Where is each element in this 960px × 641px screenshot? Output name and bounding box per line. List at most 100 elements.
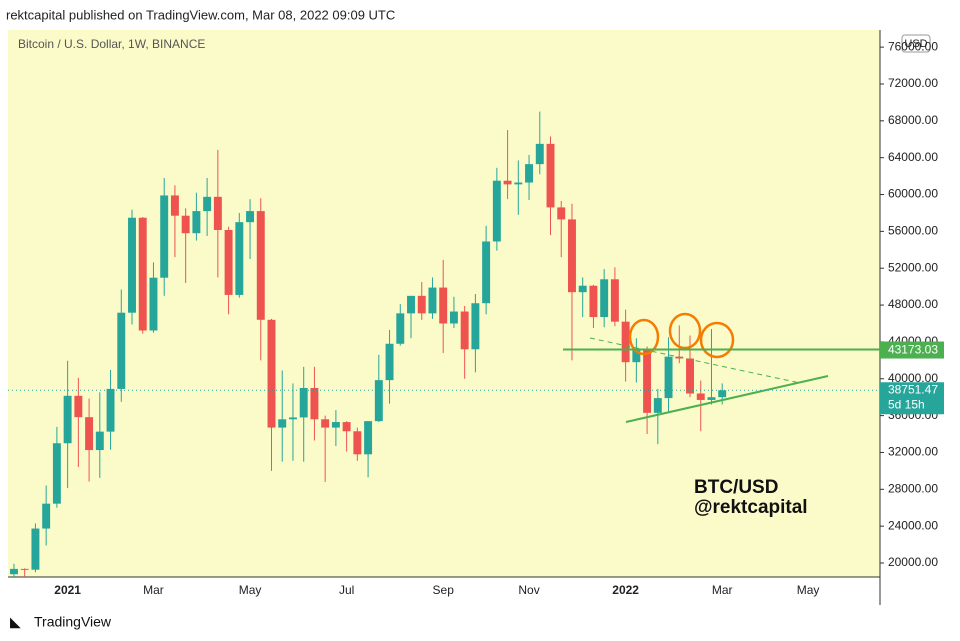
candle-body [567, 219, 576, 293]
candle-body [288, 417, 297, 420]
candle-body [407, 295, 415, 314]
axis-background [880, 30, 960, 577]
candle-body [449, 311, 458, 324]
y-tick-label: 52000.00 [888, 260, 938, 274]
candle-body [653, 398, 662, 413]
y-tick-label: 72000.00 [888, 76, 938, 90]
y-tick-label: 68000.00 [888, 113, 938, 127]
price-line-label: 43173.03 [888, 343, 938, 357]
candle-body [9, 568, 18, 575]
candle-body [192, 211, 201, 234]
highlight-circle [699, 321, 735, 359]
candles [9, 111, 727, 577]
candle-body [492, 180, 501, 242]
y-tick-label: 60000.00 [888, 187, 938, 201]
candle-body [482, 241, 491, 304]
candle-body [353, 431, 362, 455]
candle-body [117, 312, 126, 389]
candle-body [63, 395, 72, 444]
candle-body [471, 303, 480, 350]
footer[interactable]: TradingView [34, 614, 112, 630]
x-tick-label: 2021 [54, 583, 81, 597]
y-tick-label: 64000.00 [888, 150, 938, 164]
candle-body [256, 211, 265, 320]
candle-body [643, 350, 652, 413]
x-tick-label: Jul [339, 583, 354, 597]
annotation: @rektcapital [694, 497, 808, 518]
candle-body [385, 343, 394, 381]
candle-body [299, 387, 308, 418]
candle-body [74, 395, 83, 418]
candle-body [170, 195, 179, 216]
candle-body [310, 387, 319, 420]
candle-body [503, 180, 512, 185]
logo-mark: ◣ [10, 614, 21, 630]
candle-body [106, 388, 115, 432]
candle-body [439, 287, 448, 324]
candle-body [428, 287, 437, 314]
candle-body [203, 196, 212, 212]
candle-body [246, 211, 255, 223]
candle-body [278, 419, 287, 428]
candle-body [160, 195, 169, 278]
annotation: BTC/USD [694, 477, 778, 498]
x-tick-label: Sep [433, 583, 455, 597]
last-price-label: 38751.47 [888, 382, 938, 396]
candle-body [578, 285, 587, 293]
candle-body [417, 295, 426, 314]
candle-body [621, 321, 630, 363]
candle-body [342, 422, 351, 432]
y-tick-label: 20000.00 [888, 555, 938, 569]
y-tick-label: 56000.00 [888, 224, 938, 238]
currency: USD [904, 38, 927, 50]
highlight-circle [628, 318, 660, 356]
candle-body [686, 358, 694, 394]
candle-body [696, 393, 705, 400]
candle-body [707, 397, 716, 400]
candle-body [149, 277, 158, 331]
candle-body [525, 164, 534, 183]
y-tick-label: 28000.00 [888, 481, 938, 495]
candle-body [128, 217, 136, 313]
candle-body [213, 196, 222, 230]
candle-body [85, 417, 94, 451]
y-tick-label: 32000.00 [888, 445, 938, 459]
candle-body [589, 285, 598, 318]
candle-body [557, 207, 566, 220]
candle-body [31, 528, 40, 570]
candle-body [52, 443, 61, 504]
candle-body [42, 503, 51, 529]
candle-body [181, 215, 190, 234]
currency-badge[interactable] [901, 34, 931, 53]
candle-body [514, 182, 523, 185]
y-tick-label: 24000.00 [888, 518, 938, 532]
candle-body [610, 279, 619, 322]
candle-body [546, 143, 555, 208]
y-tick-label: 76000.00 [888, 39, 938, 53]
candle-body [224, 229, 233, 295]
candle-body [374, 380, 383, 422]
y-tick-label: 48000.00 [888, 297, 938, 311]
x-tick-label: May [797, 583, 820, 597]
candle-body [600, 279, 609, 318]
y-tick-label: 40000.00 [888, 371, 938, 385]
candle-body [267, 319, 276, 428]
candle-body [331, 422, 340, 428]
x-tick-label: 2022 [612, 583, 639, 597]
chart-title: Bitcoin / U.S. Dollar, 1W, BINANCE [18, 37, 205, 51]
candle-body [460, 311, 469, 350]
candle-body [632, 350, 641, 363]
candle-body [20, 568, 29, 570]
candle-body [664, 356, 673, 399]
x-tick-label: Nov [518, 583, 539, 597]
candle-body [718, 390, 727, 398]
last-price-box [880, 382, 944, 415]
candle-body [138, 217, 147, 331]
trendline [625, 375, 829, 423]
candle-body [235, 222, 244, 295]
highlight-circle [668, 312, 702, 350]
candle-body [95, 431, 104, 451]
x-tick-label: Mar [712, 583, 733, 597]
